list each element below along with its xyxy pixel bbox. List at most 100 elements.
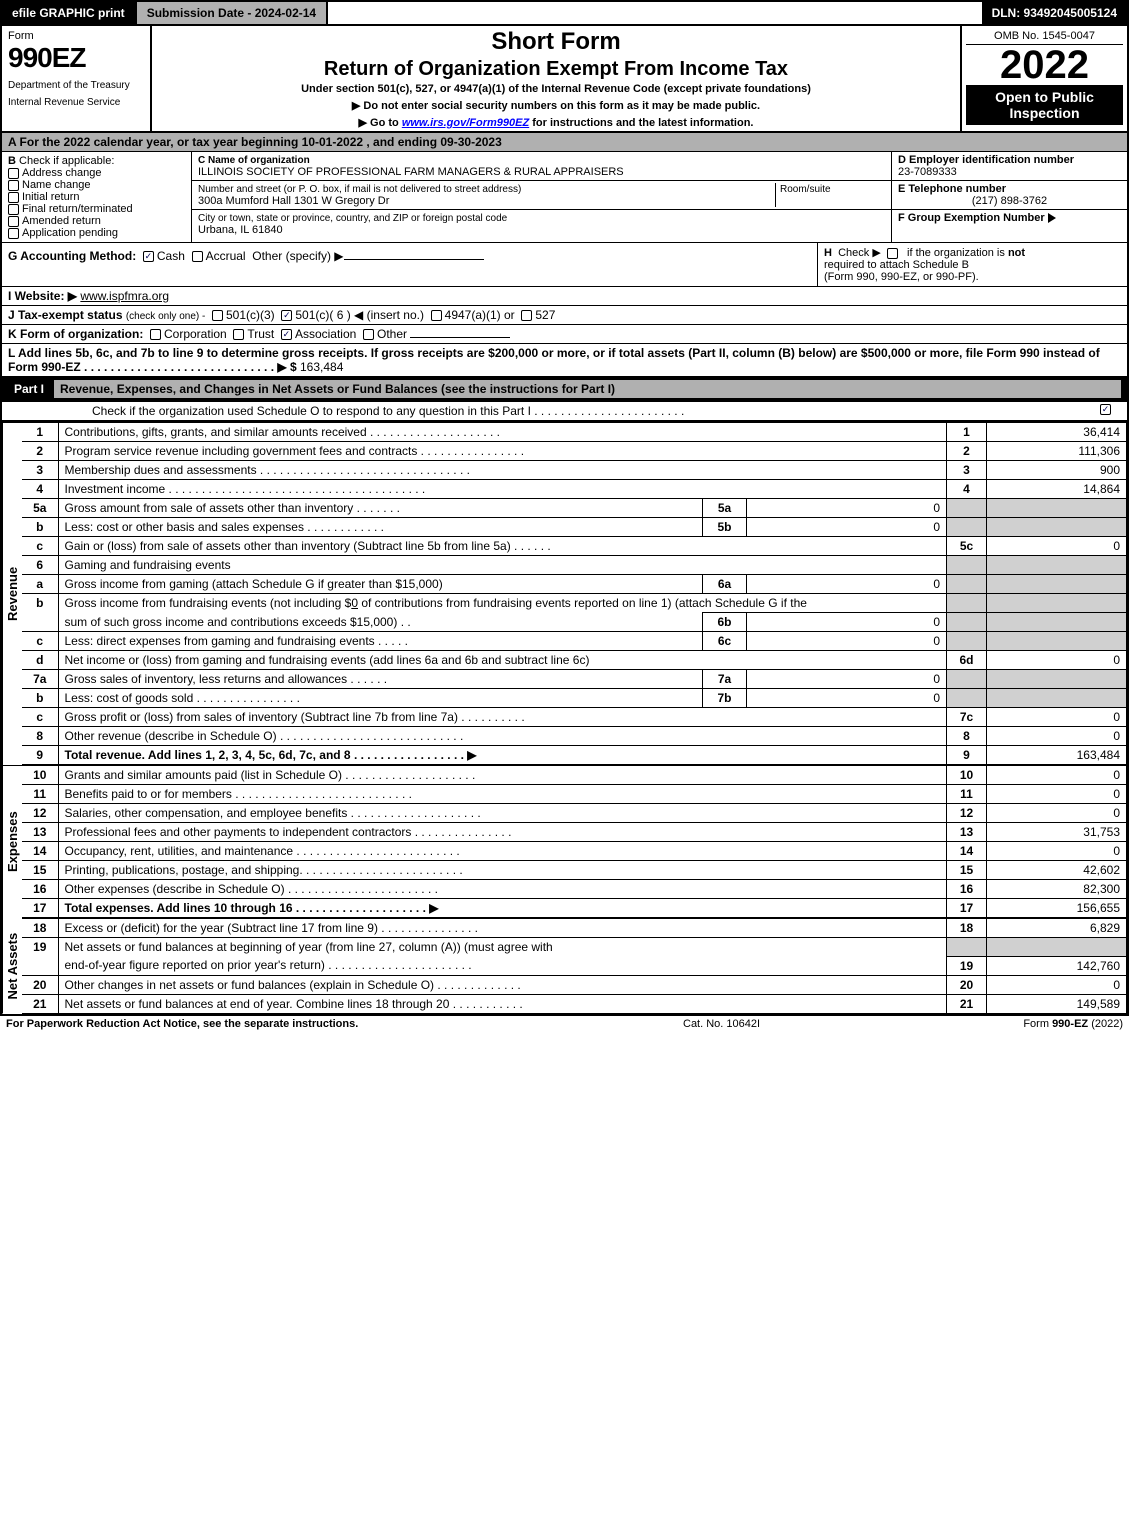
chk-other-org[interactable] <box>363 329 374 340</box>
k-o3: Association <box>295 327 356 341</box>
street-label: Number and street (or P. O. box, if mail… <box>198 184 521 195</box>
row-14: 14Occupancy, rent, utilities, and mainte… <box>22 842 1127 861</box>
chk-schedule-o[interactable] <box>1100 404 1111 415</box>
under-section: Under section 501(c), 527, or 4947(a)(1)… <box>160 83 952 95</box>
row-9: 9Total revenue. Add lines 1, 2, 3, 4, 5c… <box>22 746 1127 765</box>
b-sublabel: Check if applicable: <box>19 155 114 167</box>
j-o3: 4947(a)(1) or <box>445 308 515 322</box>
row-20: 20Other changes in net assets or fund ba… <box>22 975 1127 994</box>
part1-title: Revenue, Expenses, and Changes in Net As… <box>54 380 1121 398</box>
notice2-suffix: for instructions and the latest informat… <box>529 117 753 129</box>
k-label: K Form of organization: <box>8 327 143 341</box>
chk-527[interactable] <box>521 310 532 321</box>
k-other-blank[interactable] <box>410 337 510 338</box>
h-label: H <box>824 247 832 259</box>
chk-name-change[interactable] <box>8 180 19 191</box>
part1-check-line: Check if the organization used Schedule … <box>2 402 1127 422</box>
line-h: H Check ▶ if the organization is not req… <box>817 243 1127 286</box>
section-def: D Employer identification number 23-7089… <box>892 152 1127 242</box>
l-text: L Add lines 5b, 6c, and 7b to line 9 to … <box>8 346 1100 374</box>
ein-value: 23-7089333 <box>898 166 957 178</box>
c-name-label: C Name of organization <box>198 155 310 166</box>
footer-right: Form 990-EZ (2022) <box>943 1018 1123 1030</box>
section-bcdef: B Check if applicable: Address change Na… <box>2 152 1127 243</box>
l-value: 163,484 <box>300 360 343 374</box>
row-15: 15Printing, publications, postage, and s… <box>22 861 1127 880</box>
form-number: 990EZ <box>8 42 144 74</box>
chk-accrual[interactable] <box>192 251 203 262</box>
row-11: 11Benefits paid to or for members . . . … <box>22 785 1127 804</box>
i-label: I Website: ▶ <box>8 289 77 303</box>
submission-date: Submission Date - 2024-02-14 <box>135 2 328 24</box>
row-5a: 5aGross amount from sale of assets other… <box>22 499 1127 518</box>
line-i: I Website: ▶ www.ispfmra.org <box>2 287 1127 306</box>
b-label: B <box>8 155 16 167</box>
opt-name: Name change <box>22 179 91 191</box>
g-other-blank[interactable] <box>344 259 484 260</box>
j-label: J Tax-exempt status <box>8 308 123 322</box>
g-label: G Accounting Method: <box>8 249 136 263</box>
chk-final[interactable] <box>8 204 19 215</box>
row-2: 2Program service revenue including gover… <box>22 442 1127 461</box>
part1-header: Part I Revenue, Expenses, and Changes in… <box>2 377 1127 402</box>
chk-initial[interactable] <box>8 192 19 203</box>
row-6b: bGross income from fundraising events (n… <box>22 594 1127 613</box>
line-j: J Tax-exempt status (check only one) - 5… <box>2 306 1127 325</box>
netassets-side-label: Net Assets <box>2 918 22 1014</box>
row-6a: aGross income from gaming (attach Schedu… <box>22 575 1127 594</box>
j-o1: 501(c)(3) <box>226 308 275 322</box>
line-k: K Form of organization: Corporation Trus… <box>2 325 1127 344</box>
g-cash: Cash <box>157 249 185 263</box>
line-l: L Add lines 5b, 6c, and 7b to line 9 to … <box>2 344 1127 377</box>
notice2-prefix: ▶ Go to <box>359 117 402 129</box>
row-16: 16Other expenses (describe in Schedule O… <box>22 880 1127 899</box>
k-o1: Corporation <box>164 327 227 341</box>
notice-ssn: ▶ Do not enter social security numbers o… <box>160 99 952 112</box>
row-7c: cGross profit or (loss) from sales of in… <box>22 708 1127 727</box>
row-21: 21Net assets or fund balances at end of … <box>22 994 1127 1013</box>
chk-corp[interactable] <box>150 329 161 340</box>
opt-pending: Application pending <box>22 227 118 239</box>
dept-treasury: Department of the Treasury <box>8 80 144 91</box>
row-6: 6Gaming and fundraising events <box>22 556 1127 575</box>
city-label: City or town, state or province, country… <box>198 213 507 224</box>
notice-link-line: ▶ Go to www.irs.gov/Form990EZ for instru… <box>160 116 952 129</box>
footer: For Paperwork Reduction Act Notice, see … <box>0 1016 1129 1032</box>
h-text2: if the organization is <box>907 247 1005 259</box>
tax-year: 2022 <box>966 45 1123 85</box>
footer-cat-no: Cat. No. 10642I <box>683 1018 943 1030</box>
chk-trust[interactable] <box>233 329 244 340</box>
revenue-table: 1Contributions, gifts, grants, and simil… <box>22 422 1127 765</box>
j-sub: (check only one) - <box>126 311 205 322</box>
chk-501c[interactable] <box>281 310 292 321</box>
j-o4: 527 <box>535 308 555 322</box>
row-5c: cGain or (loss) from sale of assets othe… <box>22 537 1127 556</box>
chk-address-change[interactable] <box>8 168 19 179</box>
h-not: not <box>1008 247 1025 259</box>
g-other: Other (specify) ▶ <box>252 249 343 263</box>
chk-h[interactable] <box>887 248 898 259</box>
row-6b2: sum of such gross income and contributio… <box>22 613 1127 632</box>
website-value[interactable]: www.ispfmra.org <box>80 289 169 303</box>
f-label: F Group Exemption Number <box>898 212 1045 224</box>
expenses-side-label: Expenses <box>2 765 22 918</box>
efile-print-label[interactable]: efile GRAPHIC print <box>2 2 135 24</box>
d-label: D Employer identification number <box>898 154 1074 166</box>
chk-pending[interactable] <box>8 228 19 239</box>
part1-label: Part I <box>8 382 50 396</box>
irs-link[interactable]: www.irs.gov/Form990EZ <box>402 117 529 129</box>
chk-501c3[interactable] <box>212 310 223 321</box>
header-row: Form 990EZ Department of the Treasury In… <box>2 26 1127 133</box>
chk-cash[interactable] <box>143 251 154 262</box>
chk-assoc[interactable] <box>281 329 292 340</box>
chk-4947[interactable] <box>431 310 442 321</box>
row-17: 17Total expenses. Add lines 10 through 1… <box>22 899 1127 918</box>
top-bar: efile GRAPHIC print Submission Date - 20… <box>2 2 1127 26</box>
irs-label: Internal Revenue Service <box>8 97 144 108</box>
netassets-table: 18Excess or (deficit) for the year (Subt… <box>22 918 1127 1014</box>
chk-amended[interactable] <box>8 216 19 227</box>
row-12: 12Salaries, other compensation, and empl… <box>22 804 1127 823</box>
k-o4: Other <box>377 327 407 341</box>
row-3: 3Membership dues and assessments . . . .… <box>22 461 1127 480</box>
opt-final: Final return/terminated <box>22 203 133 215</box>
